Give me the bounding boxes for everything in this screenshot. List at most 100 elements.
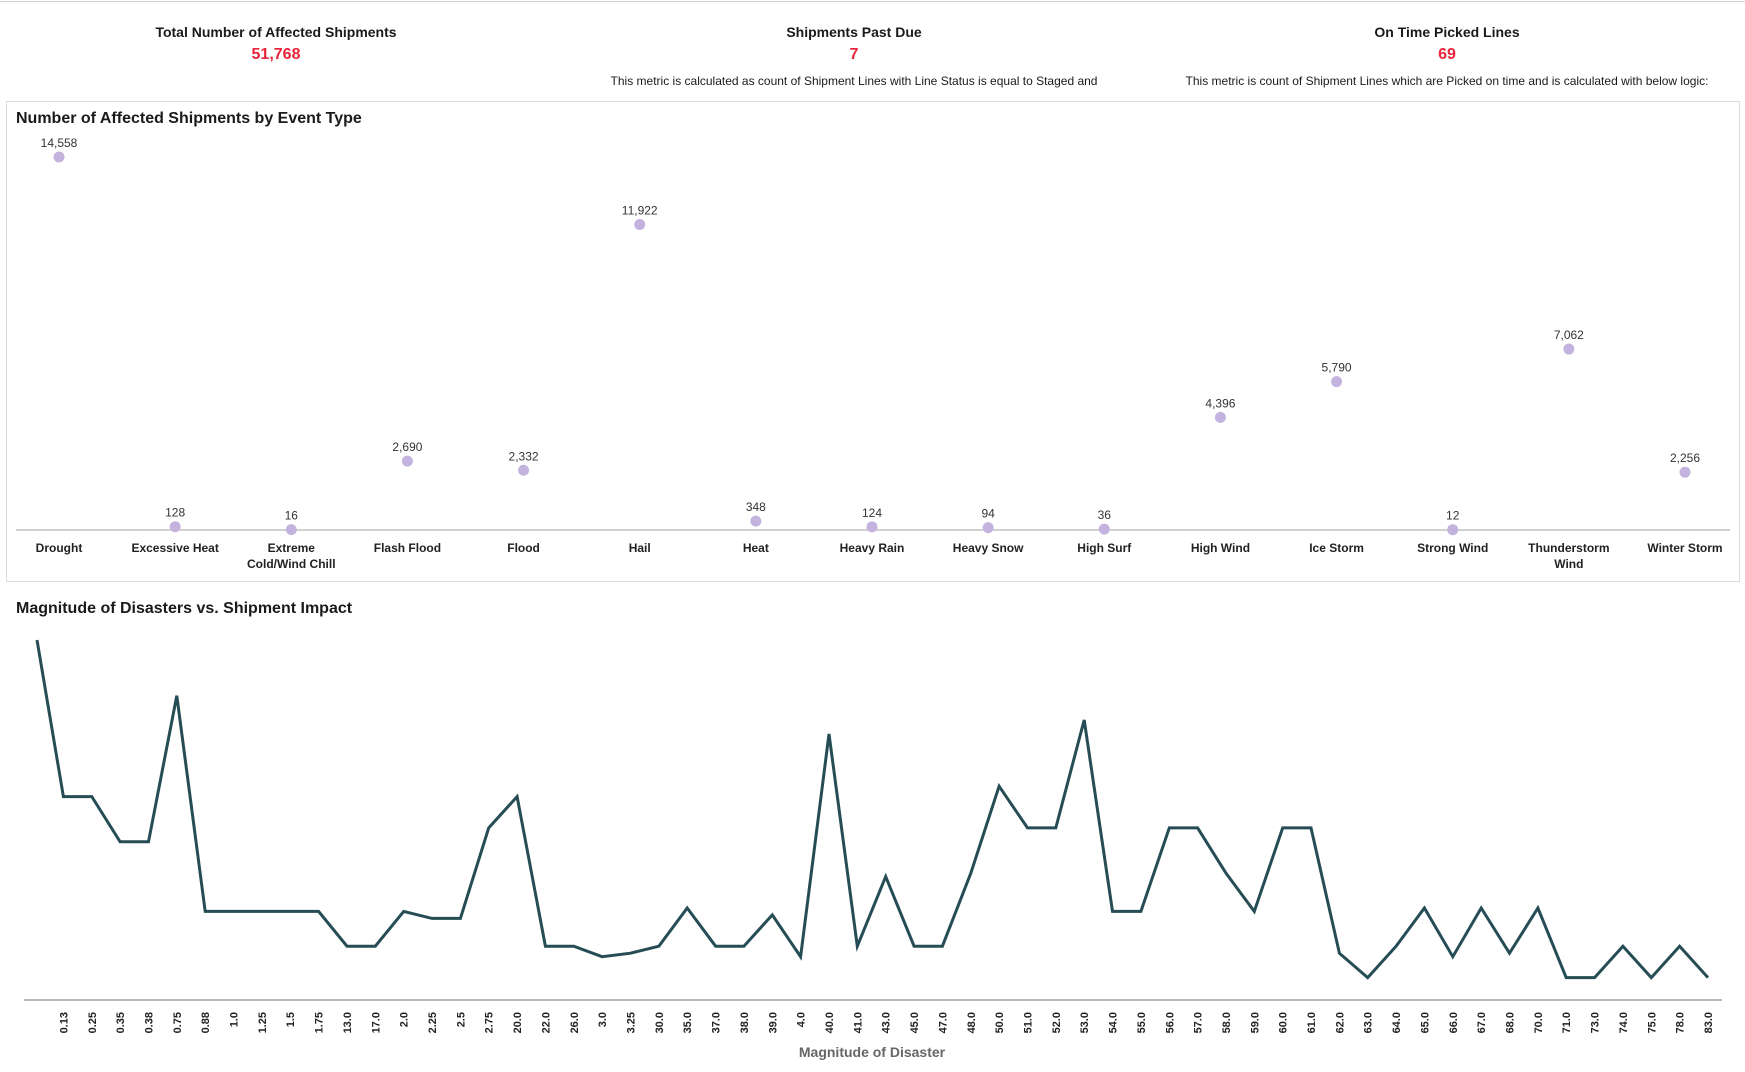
kpi-value: 51,768 [251,46,301,63]
x-tick-label: 2.0 [399,1012,411,1027]
x-tick-label: High Wind [1191,541,1250,555]
x-tick-label: 73.0 [1590,1012,1602,1033]
data-point [1563,343,1575,355]
data-point [982,522,994,534]
x-tick-label: 65.0 [1419,1012,1431,1033]
data-label: 2,690 [392,440,422,454]
x-tick-label: Ice Storm [1309,541,1364,555]
x-tick-label: 83.0 [1703,1012,1715,1033]
x-tick-label: 26.0 [569,1012,581,1033]
x-tick-label: 53.0 [1079,1012,1091,1033]
x-tick-label: 66.0 [1448,1012,1460,1033]
kpi-description: This metric is calculated as count of Sh… [610,74,1098,88]
x-tick-label: 57.0 [1193,1012,1205,1033]
data-point [1679,466,1691,478]
x-tick-label: 45.0 [909,1012,921,1033]
data-point [518,464,530,476]
x-tick-label: Strong Wind [1417,541,1488,555]
data-label: 16 [285,509,299,523]
data-point [750,515,762,527]
data-point [1098,523,1110,535]
data-label: 14,558 [41,136,78,150]
x-tick-label: 37.0 [711,1012,723,1033]
x-tick-label: 68.0 [1505,1012,1517,1033]
kpi-shipments-past-due: Shipments Past Due 7 This metric is calc… [574,24,1134,88]
x-tick-label: 3.0 [597,1012,609,1027]
data-label: 2,256 [1670,451,1700,465]
data-label: 11,922 [622,204,658,218]
x-tick-label: 63.0 [1363,1012,1375,1033]
x-tick-label: 64.0 [1391,1012,1403,1033]
x-tick-label: 56.0 [1164,1012,1176,1033]
x-tick-label: 1.25 [257,1012,269,1033]
x-tick-label: Extreme [268,541,316,555]
data-label: 348 [746,500,766,514]
x-tick-label: 74.0 [1618,1012,1630,1033]
x-tick-label: 1.0 [229,1012,241,1027]
x-tick-label: 43.0 [881,1012,893,1033]
x-tick-label: 22.0 [540,1012,552,1033]
x-tick-label: 62.0 [1334,1012,1346,1033]
x-tick-label: Flood [507,541,540,555]
x-tick-label: 47.0 [937,1012,949,1033]
x-tick-label: 1.75 [314,1012,326,1033]
x-tick-label: Heavy Rain [840,541,905,555]
data-point [1214,411,1226,423]
x-tick-label: 58.0 [1221,1012,1233,1033]
x-tick-label: 71.0 [1561,1012,1573,1033]
x-tick-label: 59.0 [1249,1012,1261,1033]
x-tick-label: 17.0 [370,1012,382,1033]
x-tick-label: 51.0 [1022,1012,1034,1033]
x-tick-label: High Surf [1077,541,1132,555]
data-point [634,219,646,231]
x-tick-label: 35.0 [682,1012,694,1033]
x-tick-label: 55.0 [1136,1012,1148,1033]
data-point [401,455,413,467]
kpi-on-time-picked-lines: On Time Picked Lines 69 This metric is c… [1167,24,1727,88]
x-tick-label: 0.88 [200,1012,212,1033]
x-tick-label: Heavy Snow [953,541,1024,555]
data-label: 2,332 [509,449,539,463]
kpi-total-affected-shipments: Total Number of Affected Shipments 51,76… [0,24,556,64]
x-tick-label: 39.0 [767,1012,779,1033]
x-tick-label: 70.0 [1533,1012,1545,1033]
x-tick-label: 40.0 [824,1012,836,1033]
x-tick-label: 2.75 [484,1012,496,1033]
x-tick-label: 0.25 [87,1012,99,1033]
magnitude-chart-title: Magnitude of Disasters vs. Shipment Impa… [16,600,353,617]
event-type-chart-title: Number of Affected Shipments by Event Ty… [16,110,362,127]
x-tick-label: 52.0 [1051,1012,1063,1033]
x-tick-label: 2.5 [455,1012,467,1027]
x-tick-label: 0.35 [115,1012,127,1033]
data-point [1447,524,1459,536]
x-tick-label: 0.75 [172,1012,184,1033]
x-tick-label: Heat [743,541,769,555]
x-tick-label: 3.25 [626,1012,638,1033]
x-tick-label: Cold/Wind Chill [247,557,336,571]
x-tick-label: 0.13 [58,1012,70,1033]
x-tick-label: Hail [629,541,651,555]
x-tick-label: Wind [1554,557,1583,571]
x-tick-label: 48.0 [966,1012,978,1033]
x-tick-label: 1.5 [285,1012,297,1027]
x-tick-label: 30.0 [654,1012,666,1033]
data-label: 5,790 [1322,361,1352,375]
kpi-value: 69 [1438,46,1456,63]
event-type-chart-panel [6,101,1740,582]
x-tick-label: Winter Storm [1647,541,1722,555]
x-tick-label: 2.25 [427,1012,439,1033]
data-point [285,524,297,536]
data-point [1331,376,1343,388]
data-label: 128 [165,506,185,520]
x-tick-label: 54.0 [1108,1012,1120,1033]
data-label: 94 [981,507,995,521]
x-tick-label: 67.0 [1476,1012,1488,1033]
kpi-title: Shipments Past Due [786,24,922,40]
x-tick-label: 50.0 [994,1012,1006,1033]
data-point [866,521,878,533]
x-tick-label: Excessive Heat [131,541,218,555]
x-tick-label: Flash Flood [374,541,441,555]
x-tick-label: 13.0 [342,1012,354,1033]
series-line [35,639,1710,980]
